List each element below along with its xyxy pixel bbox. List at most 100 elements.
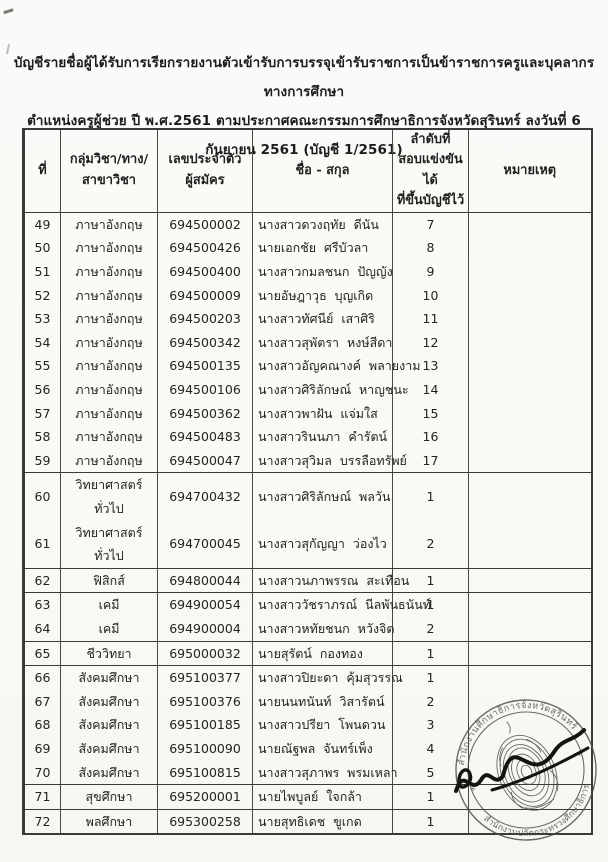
subject-cell: ภาษาอังกฤษ: [60, 378, 158, 402]
header-no: ที่: [23, 129, 61, 213]
row-number: 62: [23, 568, 61, 594]
table-row: 69 สังคมศึกษา 695100090 นายณัฐพล จันทร์เพ็ง…: [23, 736, 592, 761]
subject-cell: วิทยาศาสตร์ทั่วไป: [60, 520, 158, 569]
row-number: 57: [23, 401, 61, 426]
table-row: 61 วิทยาศาสตร์ทั่วไป 694700045 นางสาวสุกัญญ…: [23, 520, 592, 569]
table-row: 51 ภาษาอังกฤษ 694500400 นางสาวกมลชนก ปัญญัง…: [23, 260, 592, 284]
row-number: 67: [23, 689, 61, 714]
name-cell: นางสาวหทัยชนก หวังจิต: [252, 616, 395, 642]
rank-cell: 1: [392, 641, 469, 667]
header-name: ชื่อ - สกุล: [252, 129, 393, 213]
remark-cell: [468, 448, 592, 474]
row-number: 66: [23, 665, 61, 690]
table-row: 58 ภาษาอังกฤษ 694500483 นางสาวรินนภา คำรัตน…: [23, 425, 592, 449]
remark-cell: [468, 425, 592, 449]
subject-cell: ฟิสิกส์: [60, 568, 158, 594]
rank-cell: 12: [392, 330, 469, 355]
subject-cell: ภาษาอังกฤษ: [60, 283, 158, 308]
subject-cell: ภาษาอังกฤษ: [60, 212, 158, 237]
table-row: 55 ภาษาอังกฤษ 694500135 นางสาวอัญคณางค์ พลา…: [23, 354, 592, 379]
rank-cell: 1: [392, 592, 469, 617]
table-row: 67 สังคมศึกษา 695100376 นายนนทนันท์ วิสารัต…: [23, 689, 592, 714]
remark-cell: [468, 616, 592, 642]
remark-cell: [468, 665, 592, 690]
row-number: 59: [23, 448, 61, 474]
applicant-id-cell: 694500400: [157, 260, 253, 284]
rank-cell: 9: [392, 260, 469, 284]
rank-cell: 2: [392, 616, 469, 642]
header-applicant-id: เลขประจำตัว ผู้สมัคร: [157, 129, 253, 213]
row-number: 54: [23, 330, 61, 355]
remark-cell: [468, 568, 592, 594]
applicant-id-cell: 695100185: [157, 713, 253, 737]
subject-cell: ภาษาอังกฤษ: [60, 330, 158, 355]
table-row: 68 สังคมศึกษา 695100185 นางสาวปรียา โพนดวน 3: [23, 713, 592, 737]
row-number: 71: [23, 784, 61, 810]
subject-cell: วิทยาศาสตร์ทั่วไป: [60, 472, 158, 521]
remark-cell: [468, 330, 592, 355]
remark-cell: [468, 736, 592, 761]
applicant-id-cell: 694900054: [157, 592, 253, 617]
row-number: 51: [23, 260, 61, 284]
roster-table: ที่ กลุ่มวิชา/ทาง/สาขาวิชา เลขประจำตัว ผ…: [22, 128, 593, 836]
remark-cell: [468, 592, 592, 617]
name-cell: นางสาวสุภาพร พรมเหลา: [252, 760, 398, 786]
table-row: 60 วิทยาศาสตร์ทั่วไป 694700432 นางสาวศิริลั…: [23, 472, 592, 521]
subject-cell: สังคมศึกษา: [60, 713, 158, 737]
applicant-id-cell: 694500009: [157, 283, 253, 308]
subject-cell: ภาษาอังกฤษ: [60, 401, 158, 426]
applicant-id-cell: 694500362: [157, 401, 253, 426]
applicant-id-cell: 695100090: [157, 736, 253, 761]
table-row: 59 ภาษาอังกฤษ 694500047 นางสาวสุวิมล บรรลือ…: [23, 448, 592, 474]
rank-cell: 11: [392, 307, 469, 331]
applicant-id-cell: 694500483: [157, 425, 253, 449]
table-row: 56 ภาษาอังกฤษ 694500106 นางสาวศิริลักษณ์ หา…: [23, 378, 592, 402]
row-number: 52: [23, 283, 61, 308]
subject-cell: สังคมศึกษา: [60, 665, 158, 690]
name-cell: นางสาวปิยะดา คุ้มสุวรรณ: [252, 665, 403, 690]
rank-cell: 1: [392, 568, 469, 594]
applicant-id-cell: 695100815: [157, 760, 253, 786]
table-row: 71 สุขศึกษา 695200001 นายไพบูลย์ ใจกล้า 1: [23, 784, 592, 810]
name-cell: นางสาวปรียา โพนดวน: [252, 713, 393, 737]
table-row: 72 พลศึกษา 695300258 นายสุทธิเดช ขูเกด 1: [23, 809, 592, 835]
applicant-id-cell: 694500342: [157, 330, 253, 355]
remark-cell: [468, 784, 592, 810]
table-row: 66 สังคมศึกษา 695100377 นางสาวปิยะดา คุ้มสุ…: [23, 665, 592, 690]
subject-cell: เคมี: [60, 592, 158, 617]
subject-cell: ภาษาอังกฤษ: [60, 354, 158, 379]
rank-cell: 1: [392, 784, 469, 810]
table-row: 65 ชีววิทยา 695000032 นายสุรัตน์ กองทอง 1: [23, 641, 592, 667]
subject-cell: สังคมศึกษา: [60, 760, 158, 786]
table-row: 53 ภาษาอังกฤษ 694500203 นางสาวทัศนีย์ เสาศิ…: [23, 307, 592, 331]
remark-cell: [468, 520, 592, 569]
remark-cell: [468, 401, 592, 426]
table-row: 57 ภาษาอังกฤษ 694500362 นางสาวพาฝัน แจ่มใส 1…: [23, 401, 592, 426]
name-cell: นางสาวสุวิมล บรรลือทรัพย์: [252, 448, 407, 474]
name-cell: นายเอกชัย ศรีบัวลา: [252, 236, 393, 261]
remark-cell: [468, 283, 592, 308]
rank-cell: 14: [392, 378, 469, 402]
remark-cell: [468, 307, 592, 331]
rank-cell: 2: [392, 520, 469, 569]
row-number: 68: [23, 713, 61, 737]
table-row: 62 ฟิสิกส์ 694800044 นางสาวนภาพรรณ สะเทือน 1: [23, 568, 592, 594]
rank-cell: 1: [392, 809, 469, 835]
row-number: 69: [23, 736, 61, 761]
applicant-id-cell: 694500047: [157, 448, 253, 474]
applicant-id-cell: 694700045: [157, 520, 253, 569]
rank-cell: 16: [392, 425, 469, 449]
applicant-id-cell: 694500426: [157, 236, 253, 261]
rank-cell: 5: [392, 760, 469, 786]
rank-cell: 8: [392, 236, 469, 261]
name-cell: นางสาวศิริลักษณ์ หาญชนะ: [252, 378, 409, 402]
rank-cell: 3: [392, 713, 469, 737]
name-cell: นางสาวพาฝัน แจ่มใส: [252, 401, 393, 426]
row-number: 60: [23, 472, 61, 521]
row-number: 55: [23, 354, 61, 379]
row-number: 63: [23, 592, 61, 617]
name-cell: นายสุทธิเดช ขูเกด: [252, 809, 393, 835]
remark-cell: [468, 809, 592, 835]
applicant-id-cell: 694500203: [157, 307, 253, 331]
subject-cell: สังคมศึกษา: [60, 689, 158, 714]
